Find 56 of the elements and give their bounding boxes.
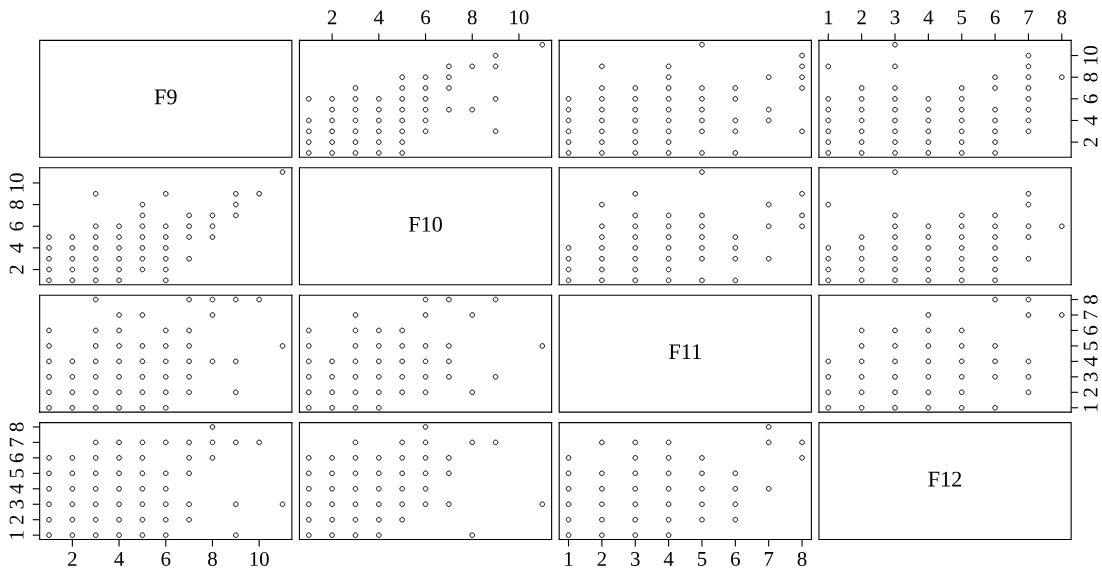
y-tick-label: 7 [9,437,24,447]
x-tick-label: 8 [1057,10,1067,25]
x-tick-label: 5 [957,10,967,25]
y-tick-label: 8 [1083,295,1098,304]
x-tick-label: 10 [510,10,529,25]
x-tick-label: 8 [797,551,807,566]
x-tick-label: 8 [208,551,217,566]
y-tick-label: 5 [9,468,24,478]
x-tick-label: 2 [68,551,77,566]
x-tick-label: 8 [467,10,477,25]
x-tick-label: 10 [250,551,269,566]
text: F10 [408,216,442,232]
x-tick-label: 2 [857,10,866,25]
x-tick-label: 4 [374,10,384,25]
x-tick-label: 2 [597,551,606,566]
x-tick-label: 7 [1024,10,1034,25]
y-tick-label: 2 [9,515,24,524]
y-tick-label: 3 [1083,372,1098,382]
y-tick-label: 4 [1083,115,1098,126]
x-tick-label: 3 [890,10,900,25]
y-tick-label: 10 [1083,45,1098,65]
x-tick-label: 1 [565,552,573,566]
y-tick-label: 6 [9,453,24,463]
y-tick-label: 8 [9,200,24,210]
y-tick-label: 2 [1083,138,1098,147]
text: F11 [669,344,701,359]
y-tick-label: 2 [9,265,24,274]
y-tick-label: 1 [1083,403,1098,412]
y-tick-label: 1 [9,531,24,539]
y-tick-label: 2 [1083,388,1098,397]
y-tick-label: 6 [1083,94,1098,104]
x-tick-label: 5 [697,552,707,566]
text: F12 [928,471,962,487]
y-tick-label: 4 [1083,356,1098,367]
x-tick-label: 6 [421,10,431,25]
x-tick-label: 6 [990,10,1000,25]
y-tick-label: 8 [9,422,24,432]
x-tick-label: 4 [663,552,674,566]
y-tick-label: 6 [1083,325,1098,335]
y-tick-label: 3 [9,499,24,509]
x-tick-label: 2 [327,10,337,25]
x-tick-label: 4 [923,10,934,25]
text: F9 [154,89,177,105]
y-tick-label: 10 [9,173,24,192]
y-tick-label: 5 [1083,341,1098,350]
y-tick-label: 4 [9,243,24,253]
y-tick-label: 6 [9,221,24,231]
x-tick-label: 6 [161,551,171,566]
y-tick-label: 4 [9,483,24,494]
x-tick-label: 6 [731,551,740,566]
x-tick-label: 7 [764,552,774,566]
y-tick-label: 7 [1083,310,1098,319]
x-tick-label: 1 [824,10,833,25]
y-tick-label: 8 [1083,72,1098,82]
x-tick-label: 4 [114,552,124,566]
x-tick-label: 3 [631,551,640,566]
